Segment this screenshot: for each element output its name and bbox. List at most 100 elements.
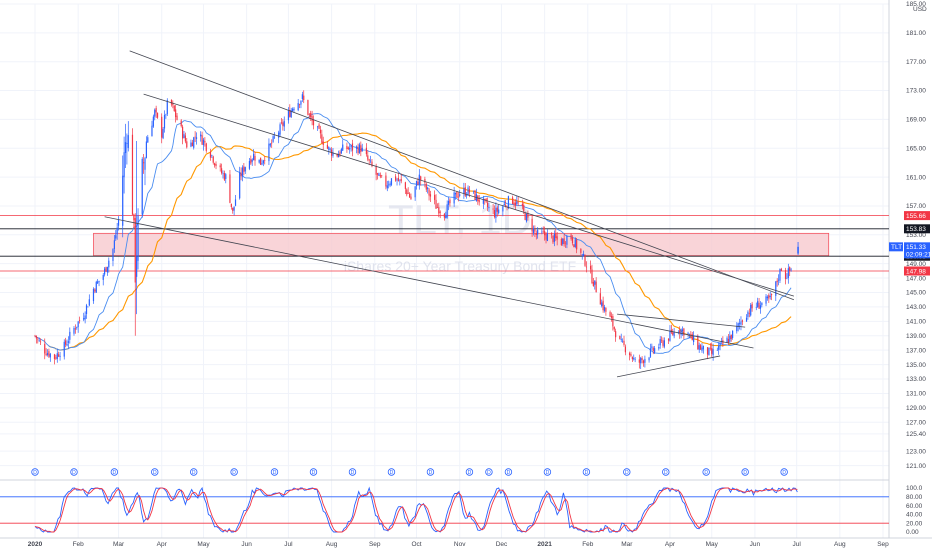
candle-body xyxy=(55,357,57,359)
price-tag-bg xyxy=(904,224,930,234)
time-axis[interactable]: 2020 Feb Mar Apr May Jun Jul Aug Sep Oct Nov Dec 202… xyxy=(28,541,889,548)
price-tick-label: 173.00 xyxy=(906,88,926,95)
candle-body xyxy=(609,312,611,317)
candle-body xyxy=(278,132,280,138)
candle-body xyxy=(623,340,625,345)
candle-body xyxy=(576,239,578,250)
candle-body xyxy=(439,211,441,213)
time-tick-label: Jun xyxy=(750,541,761,548)
time-tick-label: Feb xyxy=(73,541,85,548)
candle-body xyxy=(272,136,274,142)
dividend-marker-label: D xyxy=(429,470,433,476)
dividend-marker xyxy=(662,468,670,476)
candle-body xyxy=(599,293,601,305)
dividend-marker-label: D xyxy=(625,470,629,476)
candle-body xyxy=(663,340,665,347)
candle-body xyxy=(163,115,166,129)
candle-body xyxy=(524,212,526,220)
candle-body xyxy=(287,111,290,121)
candle-body xyxy=(176,115,178,120)
candle-body xyxy=(644,358,646,363)
candle-body xyxy=(356,146,358,149)
candle-body xyxy=(571,237,574,244)
moving-average-fast xyxy=(34,113,792,354)
candle-body xyxy=(619,336,621,340)
oscillator-tick-label: 60.00 xyxy=(906,503,923,510)
dividend-marker-label: D xyxy=(704,470,708,476)
candle-body xyxy=(640,357,642,364)
candle-body xyxy=(376,173,379,175)
candle-body xyxy=(757,301,759,308)
dividend-marker xyxy=(623,468,631,476)
price-tick-label: 169.00 xyxy=(906,117,926,124)
candle-body xyxy=(282,122,284,126)
candle-body xyxy=(748,313,750,315)
price-tick-label: 147.00 xyxy=(906,275,926,282)
moving-average-slow-line xyxy=(48,132,792,351)
candle-body xyxy=(390,178,393,185)
candle-body xyxy=(104,268,106,275)
candle-body xyxy=(292,108,294,112)
candle-body xyxy=(702,345,704,350)
candle-body xyxy=(681,329,684,332)
candle-body xyxy=(76,326,78,328)
candle-body xyxy=(679,330,681,334)
candle-body xyxy=(556,236,558,240)
candle-body xyxy=(581,254,583,255)
candle-body xyxy=(283,121,285,127)
candle-body xyxy=(447,200,450,205)
candle-body xyxy=(591,269,593,283)
candle-body xyxy=(699,345,702,350)
price-tick-label: 153.00 xyxy=(906,232,926,239)
dividend-marker-label: D xyxy=(72,470,76,476)
candle-body xyxy=(222,173,224,174)
time-tick-label: Apr xyxy=(665,541,676,548)
candle-body xyxy=(243,166,245,172)
candle-body xyxy=(280,122,283,124)
candle-body xyxy=(436,207,439,208)
candle-body xyxy=(605,307,607,312)
candle-body xyxy=(220,168,223,174)
price-tick-label: 165.00 xyxy=(906,145,926,152)
candle-body xyxy=(612,316,614,327)
dividend-marker xyxy=(582,468,591,476)
candle-body xyxy=(211,155,213,156)
candle-body xyxy=(234,199,237,206)
dividend-marker-label: D xyxy=(743,470,747,476)
candle-body xyxy=(434,195,436,200)
candle-body xyxy=(750,304,752,316)
dividend-marker xyxy=(702,468,710,476)
trendlines[interactable] xyxy=(104,50,795,378)
oscillator-pane xyxy=(0,486,889,533)
candle-body xyxy=(201,135,203,145)
candle-body xyxy=(527,213,529,218)
time-tick-label: Nov xyxy=(454,541,466,548)
time-tick-label: Sep xyxy=(877,541,889,548)
time-tick-label: Dec xyxy=(496,541,508,548)
oscillator-line-d xyxy=(34,487,798,533)
candle-body xyxy=(730,334,732,340)
time-tick-label: May xyxy=(197,541,210,548)
candle-body xyxy=(46,353,49,355)
candle-body xyxy=(339,152,341,155)
candle-body xyxy=(503,203,505,206)
candle-body xyxy=(628,353,631,356)
candle-body xyxy=(459,194,461,196)
candle-body xyxy=(740,321,742,325)
candle-body xyxy=(463,188,465,194)
candle-body xyxy=(729,335,731,342)
time-tick-label: Mar xyxy=(621,541,633,548)
candle-body xyxy=(407,192,409,194)
last-candle-body xyxy=(797,246,799,254)
candle-body xyxy=(88,299,90,306)
candle-body xyxy=(190,142,192,147)
price-axis[interactable]: USD 121.00 123.00 125.40 127.00 129.00 131.00… xyxy=(906,1,927,536)
candle-body xyxy=(134,218,136,283)
dividend-marker xyxy=(741,468,749,476)
candle-body xyxy=(126,143,128,144)
candle-body xyxy=(273,136,276,138)
candle-body xyxy=(244,167,246,172)
candle-body xyxy=(454,192,457,195)
